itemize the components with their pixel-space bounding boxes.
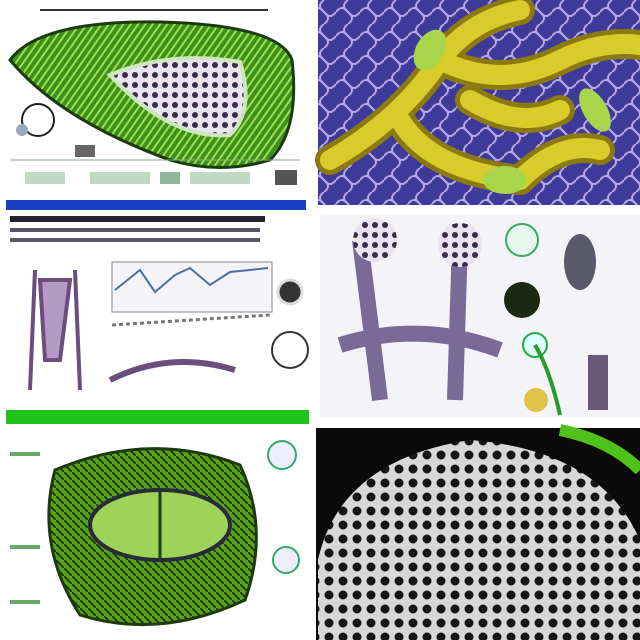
panel-leaf (0, 0, 312, 200)
panel-diagram (0, 212, 312, 410)
panel-structures (320, 215, 640, 417)
green-bar (6, 410, 309, 424)
panel-dome (316, 424, 640, 640)
panel-section (0, 430, 312, 640)
blue-bar (6, 200, 306, 210)
panel-vessels (315, 0, 640, 205)
